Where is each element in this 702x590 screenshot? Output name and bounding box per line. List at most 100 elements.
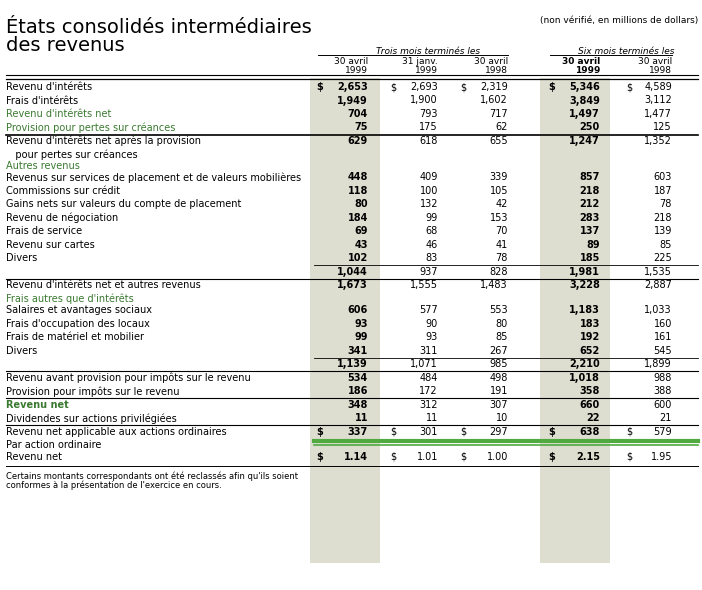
Text: 30 avril: 30 avril <box>562 57 600 66</box>
Text: 1,139: 1,139 <box>337 359 368 369</box>
Text: États consolidés intermédiaires: États consolidés intermédiaires <box>6 18 312 37</box>
Text: $: $ <box>548 452 555 462</box>
Text: 85: 85 <box>496 332 508 342</box>
Text: 250: 250 <box>580 123 600 133</box>
Text: 2,653: 2,653 <box>337 82 368 92</box>
Text: 11: 11 <box>425 414 438 424</box>
Text: 4,589: 4,589 <box>644 82 672 92</box>
Text: Certains montants correspondants ont été reclassés afin qu'ils soient: Certains montants correspondants ont été… <box>6 471 298 481</box>
Text: 704: 704 <box>347 109 368 119</box>
Text: $: $ <box>626 82 632 92</box>
Text: 2,887: 2,887 <box>644 280 672 290</box>
Text: $: $ <box>626 427 632 437</box>
Text: 1,555: 1,555 <box>410 280 438 290</box>
Text: 78: 78 <box>660 199 672 209</box>
Text: 184: 184 <box>347 213 368 223</box>
Text: Revenu d'intérêts: Revenu d'intérêts <box>6 82 92 92</box>
Text: 1,033: 1,033 <box>644 306 672 316</box>
Bar <box>310 78 380 563</box>
Text: 5,346: 5,346 <box>569 82 600 92</box>
Text: Frais de matériel et mobilier: Frais de matériel et mobilier <box>6 332 144 342</box>
Text: 68: 68 <box>425 227 438 237</box>
Text: 153: 153 <box>489 213 508 223</box>
Text: Salaires et avantages sociaux: Salaires et avantages sociaux <box>6 306 152 316</box>
Text: 139: 139 <box>654 227 672 237</box>
Text: 187: 187 <box>654 186 672 196</box>
Text: 1,673: 1,673 <box>337 280 368 290</box>
Text: 2,210: 2,210 <box>569 359 600 369</box>
Text: 99: 99 <box>425 213 438 223</box>
Text: 358: 358 <box>580 386 600 396</box>
Text: 603: 603 <box>654 172 672 182</box>
Text: 1,477: 1,477 <box>644 109 672 119</box>
Text: 80: 80 <box>496 319 508 329</box>
Text: $: $ <box>390 82 396 92</box>
Text: 132: 132 <box>420 199 438 209</box>
Text: 21: 21 <box>660 414 672 424</box>
Text: 1,497: 1,497 <box>569 109 600 119</box>
Text: 102: 102 <box>347 254 368 264</box>
Text: 283: 283 <box>580 213 600 223</box>
Text: 1998: 1998 <box>485 66 508 75</box>
Text: 629: 629 <box>347 136 368 146</box>
Text: Commissions sur crédit: Commissions sur crédit <box>6 186 120 196</box>
Text: 42: 42 <box>496 199 508 209</box>
Text: 660: 660 <box>580 400 600 410</box>
Text: 988: 988 <box>654 373 672 383</box>
Text: $: $ <box>316 82 323 92</box>
Text: Provision pour pertes sur créances: Provision pour pertes sur créances <box>6 123 176 133</box>
Text: 185: 185 <box>580 254 600 264</box>
Text: 1,483: 1,483 <box>480 280 508 290</box>
Text: Revenu d'intérêts net après la provision: Revenu d'intérêts net après la provision <box>6 136 201 146</box>
Text: 43: 43 <box>355 240 368 250</box>
Text: 1,071: 1,071 <box>410 359 438 369</box>
Text: 69: 69 <box>355 227 368 237</box>
Text: 1,900: 1,900 <box>411 96 438 106</box>
Text: 312: 312 <box>420 400 438 410</box>
Text: 186: 186 <box>347 386 368 396</box>
Text: 301: 301 <box>420 427 438 437</box>
Text: 828: 828 <box>489 267 508 277</box>
Text: $: $ <box>460 82 466 92</box>
Text: 1,183: 1,183 <box>569 306 600 316</box>
Text: 267: 267 <box>489 346 508 356</box>
Text: 212: 212 <box>580 199 600 209</box>
Text: 1.00: 1.00 <box>486 452 508 462</box>
Text: 339: 339 <box>489 172 508 182</box>
Text: 46: 46 <box>425 240 438 250</box>
Text: 41: 41 <box>496 240 508 250</box>
Text: 534: 534 <box>347 373 368 383</box>
Bar <box>540 78 610 563</box>
Text: 1.01: 1.01 <box>416 452 438 462</box>
Text: 161: 161 <box>654 332 672 342</box>
Text: 105: 105 <box>489 186 508 196</box>
Text: Dividendes sur actions privilégiées: Dividendes sur actions privilégiées <box>6 414 177 424</box>
Text: 498: 498 <box>489 373 508 383</box>
Text: 448: 448 <box>347 172 368 182</box>
Text: 30 avril: 30 avril <box>333 57 368 66</box>
Text: 1,899: 1,899 <box>644 359 672 369</box>
Text: conformes à la présentation de l'exercice en cours.: conformes à la présentation de l'exercic… <box>6 480 222 490</box>
Text: 85: 85 <box>660 240 672 250</box>
Text: Frais de service: Frais de service <box>6 227 82 237</box>
Text: 30 avril: 30 avril <box>474 57 508 66</box>
Text: Autres revenus: Autres revenus <box>6 161 80 171</box>
Text: Revenu net: Revenu net <box>6 452 62 462</box>
Text: 3,849: 3,849 <box>569 96 600 106</box>
Text: 577: 577 <box>419 306 438 316</box>
Text: 83: 83 <box>425 254 438 264</box>
Text: Gains nets sur valeurs du compte de placement: Gains nets sur valeurs du compte de plac… <box>6 199 241 209</box>
Text: 70: 70 <box>496 227 508 237</box>
Text: Frais autres que d'intérêts: Frais autres que d'intérêts <box>6 294 134 304</box>
Text: 11: 11 <box>355 414 368 424</box>
Text: Revenu sur cartes: Revenu sur cartes <box>6 240 95 250</box>
Text: 618: 618 <box>420 136 438 146</box>
Text: Revenu avant provision pour impôts sur le revenu: Revenu avant provision pour impôts sur l… <box>6 373 251 384</box>
Text: Par action ordinaire: Par action ordinaire <box>6 440 101 450</box>
Text: 307: 307 <box>489 400 508 410</box>
Text: Trois mois terminés les: Trois mois terminés les <box>376 47 480 56</box>
Text: 348: 348 <box>347 400 368 410</box>
Text: 341: 341 <box>347 346 368 356</box>
Text: 118: 118 <box>347 186 368 196</box>
Text: $: $ <box>460 427 466 437</box>
